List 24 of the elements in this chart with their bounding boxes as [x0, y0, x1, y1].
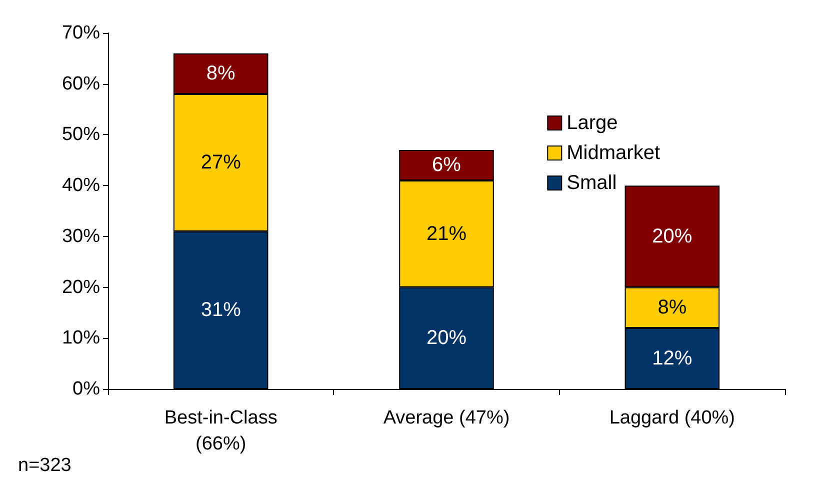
data-label: 27%: [200, 152, 242, 174]
y-tick-label: 70%: [62, 22, 100, 44]
y-tick-label: 40%: [62, 175, 100, 196]
y-tick-label: 0%: [72, 378, 100, 400]
data-label: 6%: [432, 154, 462, 176]
legend-label: Midmarket: [566, 142, 660, 164]
y-tick-label: 20%: [62, 276, 100, 298]
x-tick-label: Average (47%): [383, 408, 510, 428]
data-label: 12%: [652, 347, 692, 370]
y-tick-label: 50%: [62, 124, 100, 146]
data-label: 8%: [206, 62, 236, 85]
x-tick-label: Laggard (40%): [609, 408, 736, 428]
data-label: 21%: [426, 222, 467, 245]
data-label: 31%: [200, 299, 242, 322]
y-tick-label: 30%: [62, 226, 100, 247]
y-tick-label: 60%: [62, 73, 100, 94]
data-label: 20%: [426, 327, 467, 350]
data-label: 20%: [652, 225, 692, 248]
legend-label: Small: [566, 172, 617, 194]
legend-label: Large: [566, 112, 618, 134]
data-label: 8%: [658, 296, 687, 319]
x-tick-label: Best-in-Class (66%): [164, 408, 278, 454]
text: n=323: [18, 455, 72, 476]
y-tick-label: 10%: [62, 328, 100, 349]
